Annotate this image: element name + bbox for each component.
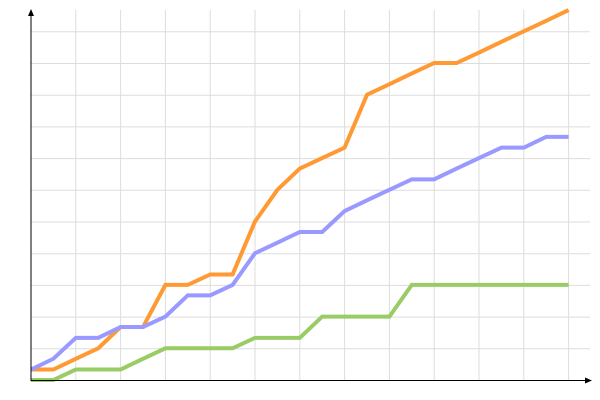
y-axis-arrow-icon: [28, 9, 34, 16]
series-layer: [30, 8, 570, 382]
grid: [31, 10, 590, 380]
series-line-2: [30, 134, 569, 372]
x-axis-arrow-icon: [585, 377, 592, 384]
axes: [28, 9, 592, 384]
series-line-3: [31, 282, 569, 382]
